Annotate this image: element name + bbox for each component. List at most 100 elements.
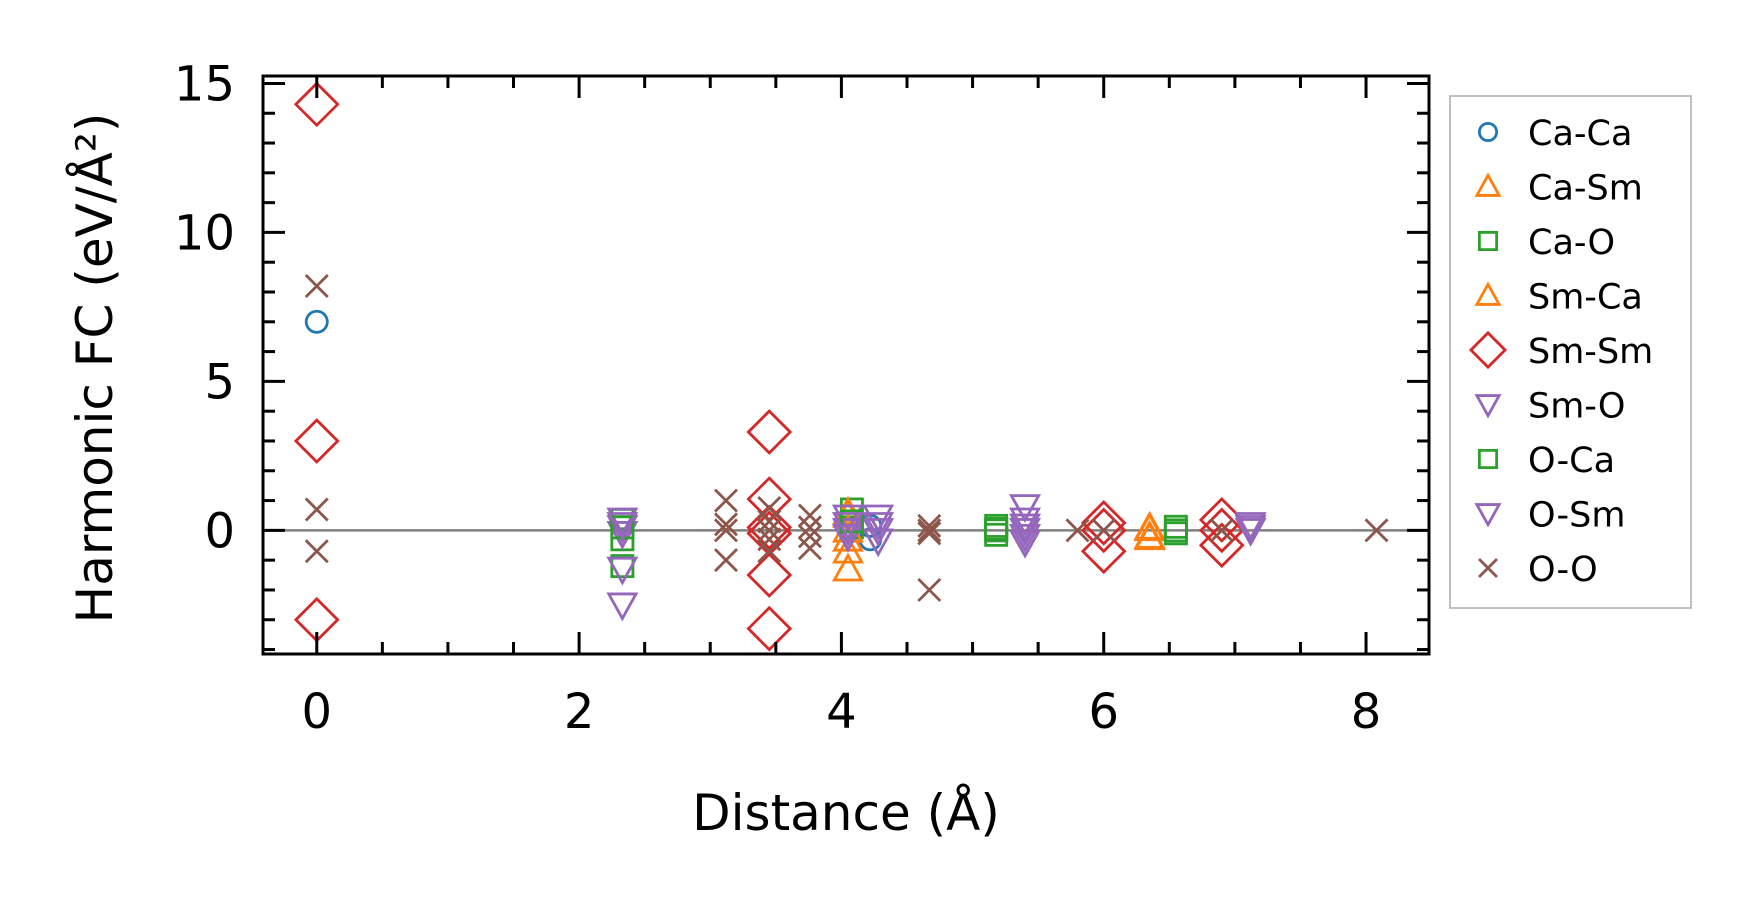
data-point [1080, 500, 1127, 546]
data-point [1234, 518, 1267, 547]
legend-item: Sm-Ca [1474, 278, 1643, 318]
data-point [1091, 518, 1116, 543]
legend-marker-icon [1477, 121, 1499, 143]
data-point [1080, 528, 1127, 575]
x-tick-label: 2 [564, 684, 595, 740]
data-point [757, 496, 782, 520]
data-point [862, 518, 895, 547]
legend-label: Ca-Ca [1528, 114, 1632, 154]
legend-marker-icon [1474, 394, 1502, 419]
data-point [1065, 518, 1090, 543]
legend-item: Ca-O [1477, 223, 1615, 263]
legend-label: Sm-O [1528, 387, 1625, 427]
x-tick-label: 0 [302, 684, 333, 740]
legend-item: O-O [1478, 550, 1598, 590]
series-ca-ca [304, 309, 883, 552]
data-point [714, 512, 738, 537]
data-point [304, 309, 329, 334]
data-point [1133, 512, 1166, 542]
x-tick-label: 4 [826, 684, 857, 740]
legend-item: Sm-Sm [1468, 330, 1653, 372]
x-tick-label: 6 [1088, 684, 1119, 740]
data-point [797, 536, 822, 561]
data-point [746, 605, 793, 652]
y-tick-label: 0 [204, 503, 235, 559]
data-point [746, 552, 793, 598]
data-point [1209, 518, 1234, 543]
x-tick-label: 8 [1351, 684, 1382, 740]
data-point [606, 592, 639, 622]
data-point [606, 556, 639, 586]
legend-label: Ca-O [1528, 223, 1615, 263]
data-point [1133, 510, 1166, 540]
plot-frame [261, 74, 1431, 656]
data-point [714, 548, 738, 573]
data-point [917, 513, 942, 538]
data-point [606, 521, 639, 550]
legend-label: Sm-Ca [1528, 278, 1643, 318]
data-point [304, 274, 329, 299]
data-point [304, 497, 329, 522]
legend-label: O-O [1528, 550, 1598, 590]
y-tick-label: 5 [204, 354, 235, 410]
data-point [714, 488, 738, 513]
y-tick-label: 15 [174, 56, 235, 112]
data-point [1009, 529, 1042, 559]
series-sm-sm [293, 81, 1245, 652]
series-sm-o [606, 494, 1267, 622]
data-point [1163, 518, 1188, 543]
data-point [746, 409, 793, 455]
data-point [831, 512, 864, 541]
data-point [1198, 522, 1245, 569]
data-point [917, 577, 942, 602]
legend-item: Ca-Sm [1474, 169, 1643, 209]
data-points [263, 81, 1429, 652]
data-point [831, 552, 864, 582]
legend-item: Sm-O [1474, 387, 1625, 427]
data-point [293, 81, 340, 128]
legend-item: Ca-Ca [1477, 114, 1632, 154]
series-o-sm [606, 512, 1267, 553]
data-point [746, 504, 793, 551]
axes: 0 2 4 6 8 0 5 10 15 [174, 56, 1431, 740]
data-point [757, 527, 782, 552]
data-point [862, 512, 895, 541]
legend-label: Sm-Sm [1528, 332, 1653, 372]
data-point [862, 528, 895, 558]
data-point [1234, 512, 1267, 541]
data-point [1009, 524, 1042, 553]
data-point [1009, 513, 1042, 543]
data-point [304, 539, 329, 564]
data-point [293, 418, 340, 464]
legend: Ca-Ca Ca-Sm Ca-O Sm-Ca Sm-Sm Sm-O O-Ca O-Sm O-O [1449, 95, 1692, 609]
series-o-o [304, 274, 1389, 602]
y-tick-label: 10 [174, 205, 235, 261]
x-axis-label: Distance (Å) [692, 784, 1000, 842]
legend-marker-icon [1477, 448, 1499, 470]
legend-marker-icon [1468, 330, 1508, 370]
data-point [831, 524, 864, 553]
data-point [917, 521, 942, 546]
data-point [917, 518, 942, 543]
data-point [984, 516, 1009, 541]
legend-item: O-Sm [1474, 496, 1625, 536]
data-point [606, 512, 639, 541]
data-point [797, 503, 822, 528]
data-point [797, 524, 822, 549]
data-point [757, 539, 782, 564]
legend-label: Ca-Sm [1528, 169, 1643, 209]
data-point [1080, 507, 1127, 554]
legend-label: O-Sm [1528, 496, 1625, 536]
data-point [757, 509, 782, 534]
data-point [1198, 507, 1245, 554]
legend-marker-icon [1474, 281, 1502, 306]
legend-marker-icon [1474, 503, 1502, 528]
legend-marker-icon [1474, 172, 1502, 197]
data-point [797, 515, 822, 540]
legend-marker-icon [1478, 558, 1498, 578]
data-point [757, 518, 782, 543]
y-axis-label: Harmonic FC (eV/Å²) [66, 113, 124, 624]
legend-item: O-Ca [1477, 441, 1615, 481]
data-point [1364, 518, 1389, 543]
legend-label: O-Ca [1528, 441, 1615, 481]
